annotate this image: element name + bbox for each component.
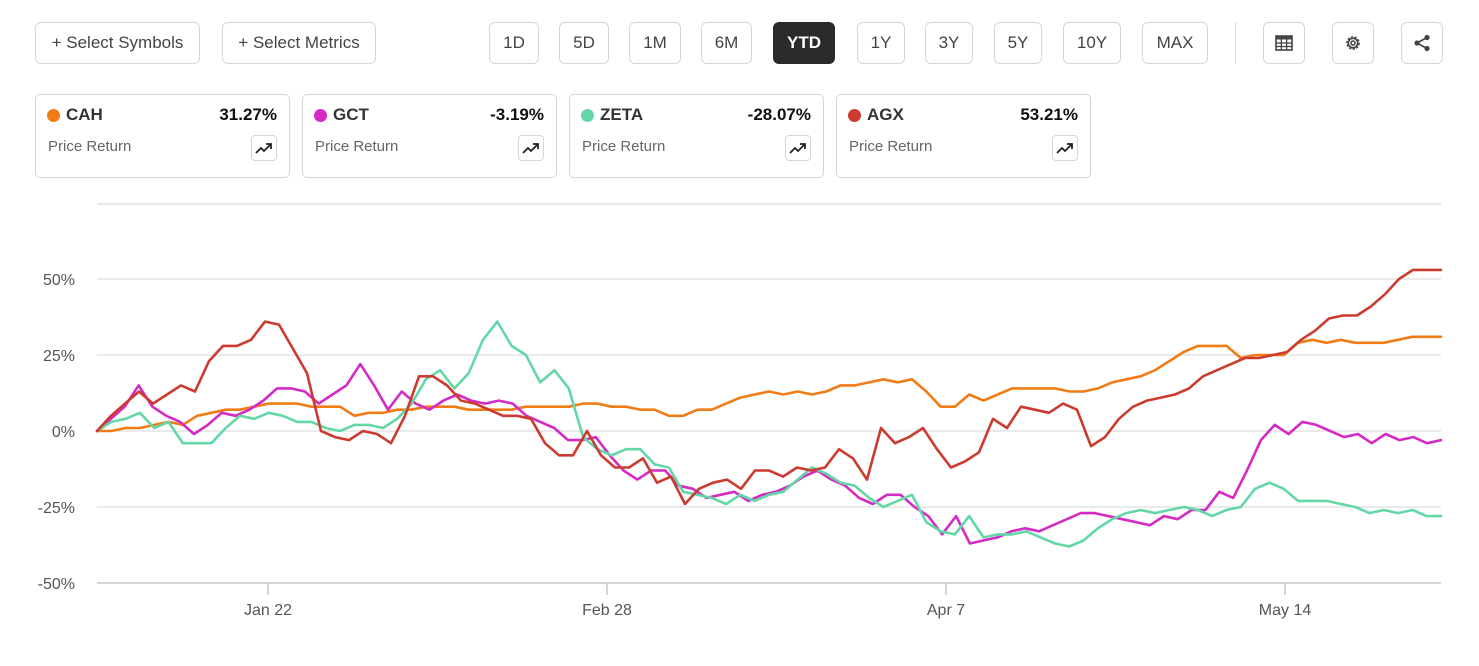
toolbar-divider [1235,22,1236,64]
x-axis: Jan 22 Feb 28 Apr 7 May 14 [97,582,1441,619]
range-1y-button[interactable]: 1Y [857,22,905,64]
card-metric: Price Return [849,138,933,155]
x-tick-label: Feb 28 [582,602,632,619]
card-change: 53.21% [1020,105,1078,124]
range-5d-button[interactable]: 5D [559,22,609,64]
series-color-dot [314,109,327,122]
series-line-agx[interactable] [95,268,1443,506]
share-button[interactable] [1401,22,1443,64]
series-lines [95,268,1443,548]
select-metrics-button[interactable]: + Select Metrics [222,22,376,64]
trending-up-icon [1056,143,1073,154]
card-symbol: ZETA [600,105,644,124]
grid-lines [97,278,1441,584]
range-3y-button[interactable]: 3Y [925,22,973,64]
series-line-gct[interactable] [95,362,1443,545]
symbol-card-cah[interactable]: CAH 31.27% Price Return [35,94,290,178]
select-symbols-button[interactable]: + Select Symbols [35,22,200,64]
trending-up-icon [522,143,539,154]
settings-button[interactable] [1332,22,1374,64]
card-change: -28.07% [747,105,811,124]
gear-icon [1346,36,1360,50]
range-6m-button[interactable]: 6M [701,22,752,64]
x-tick-label: May 14 [1259,602,1312,619]
trend-chart-button[interactable] [251,135,277,161]
card-symbol: AGX [867,105,904,124]
card-change: 31.27% [219,105,277,124]
range-10y-button[interactable]: 10Y [1063,22,1121,64]
y-tick-label: -25% [38,500,75,517]
y-axis-labels: 50% 25% 0% -25% -50% [38,272,75,593]
x-tick-label: Jan 22 [244,602,292,619]
trending-up-icon [789,143,806,154]
x-tick-label: Apr 7 [927,602,965,619]
symbol-card-agx[interactable]: AGX 53.21% Price Return [836,94,1091,178]
table-view-button[interactable] [1263,22,1305,64]
symbol-card-gct[interactable]: GCT -3.19% Price Return [302,94,557,178]
card-metric: Price Return [48,138,132,155]
card-symbol: GCT [333,105,369,124]
card-symbol: CAH [66,105,103,124]
card-metric: Price Return [582,138,666,155]
range-max-button[interactable]: MAX [1142,22,1208,64]
range-ytd-button[interactable]: YTD [773,22,835,64]
range-1d-button[interactable]: 1D [489,22,539,64]
series-color-dot [47,109,60,122]
range-5y-button[interactable]: 5Y [994,22,1042,64]
symbol-card-zeta[interactable]: ZETA -28.07% Price Return [569,94,824,178]
trend-chart-button[interactable] [785,135,811,161]
y-tick-label: 25% [43,348,75,365]
trending-up-icon [255,143,272,154]
series-color-dot [581,109,594,122]
y-tick-label: 0% [52,424,75,441]
trend-chart-button[interactable] [518,135,544,161]
share-icon [1414,34,1430,52]
card-change: -3.19% [490,105,544,124]
trend-chart-button[interactable] [1052,135,1078,161]
price-return-chart[interactable]: 50% 25% 0% -25% -50% Jan 22 Feb 28 Apr 7 May 14 [0,190,1479,660]
series-line-cah[interactable] [95,335,1443,433]
card-metric: Price Return [315,138,399,155]
y-tick-label: -50% [38,576,75,593]
range-1m-button[interactable]: 1M [629,22,681,64]
y-tick-label: 50% [43,272,75,289]
series-color-dot [848,109,861,122]
table-icon [1275,35,1293,51]
